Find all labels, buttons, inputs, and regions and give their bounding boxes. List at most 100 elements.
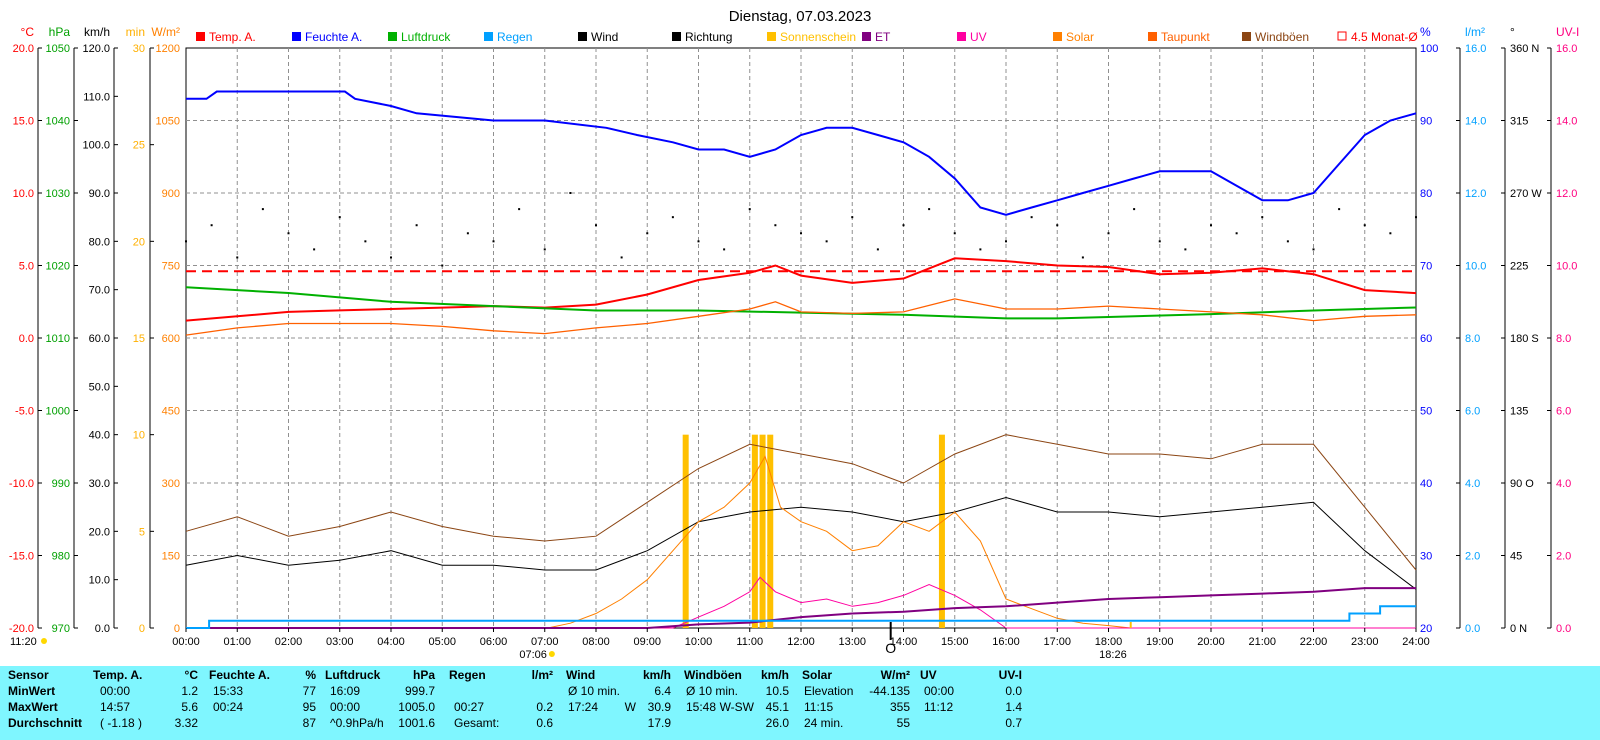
- uvi-axis-unit: UV-I: [1556, 25, 1579, 39]
- stats-header-wind: Wind: [566, 668, 596, 682]
- direction-point: [1005, 240, 1007, 243]
- stats-value: 0.7: [1005, 716, 1022, 730]
- stats-value: 999.7: [404, 684, 435, 698]
- direction-tick-label: 135: [1510, 406, 1528, 418]
- pressure-tick-label: 1030: [46, 188, 70, 200]
- uvi-tick-label: 14.0: [1556, 116, 1577, 128]
- direction-tick-label: 360 N: [1510, 43, 1539, 55]
- direction-point: [261, 208, 264, 211]
- stats-header-unit: l/m²: [531, 668, 553, 682]
- temp-tick-label: 20.0: [13, 43, 34, 55]
- direction-point: [415, 224, 418, 227]
- uvi-tick-label: 10.0: [1556, 261, 1577, 273]
- sunmin-tick-label: 15: [133, 333, 145, 345]
- solar-tick-label: 750: [162, 261, 180, 273]
- stats-value: 55: [896, 716, 910, 730]
- temp-tick-label: 15.0: [13, 116, 34, 128]
- direction-tick-label: 90 O: [1510, 478, 1534, 490]
- pressure-tick-label: 1010: [46, 333, 70, 345]
- uvi-tick-label: 2.0: [1556, 551, 1571, 563]
- legend-swatch: [957, 32, 966, 41]
- direction-point: [671, 216, 674, 219]
- sunmin-axis-unit: min: [126, 25, 145, 39]
- series-line-uv: [186, 576, 1416, 629]
- stats-header-sensor: Sensor: [8, 668, 49, 682]
- solar-tick-label: 150: [162, 551, 180, 563]
- direction-point: [236, 256, 239, 259]
- legend-swatch: [484, 32, 493, 41]
- x-tick-label: 05:00: [428, 636, 456, 648]
- direction-point: [620, 256, 623, 259]
- solar-tick-label: 1050: [156, 116, 180, 128]
- sunmin-tick-label: 5: [139, 526, 145, 538]
- solar-tick-label: 900: [162, 188, 180, 200]
- pressure-tick-label: 1040: [46, 116, 70, 128]
- rain-tick-label: 8.0: [1465, 333, 1480, 345]
- stats-header-rain: Regen: [449, 668, 486, 682]
- x-tick-label: 16:00: [992, 636, 1020, 648]
- stats-value: 77: [302, 684, 316, 698]
- uvi-tick-label: 12.0: [1556, 188, 1577, 200]
- legend-label: Sonnenschein: [780, 30, 856, 44]
- stats-value: 1001.6: [398, 716, 435, 730]
- stats-value: 00:00: [100, 684, 131, 698]
- series-line-wind: [185, 496, 1417, 590]
- uvi-tick-label: 0.0: [1556, 623, 1571, 635]
- legend-label: 4.5 Monat-Ø: [1351, 30, 1418, 44]
- legend-label: Taupunkt: [1161, 30, 1210, 44]
- rain-tick-label: 10.0: [1465, 261, 1486, 273]
- direction-tick-label: 45: [1510, 551, 1522, 563]
- stats-value: 95: [302, 700, 316, 714]
- direction-point: [1184, 248, 1187, 251]
- humidity-tick-label: 20: [1420, 623, 1432, 635]
- x-tick-label: 18:00: [1095, 636, 1123, 648]
- direction-point: [1133, 208, 1136, 211]
- rain-tick-label: 12.0: [1465, 188, 1486, 200]
- legend-swatch: [672, 32, 681, 41]
- direction-point: [466, 232, 469, 235]
- humidity-tick-label: 80: [1420, 188, 1432, 200]
- direction-point: [1261, 216, 1264, 219]
- wind-tick-label: 110.0: [83, 91, 110, 103]
- stats-value: ( -1.18 ): [100, 716, 143, 730]
- series-line-feuchte-a-: [186, 90, 1417, 216]
- x-tick-label: 13:00: [838, 636, 866, 648]
- stats-value: Elevation: [804, 684, 854, 698]
- stats-value: Ø 10 min.: [568, 684, 621, 698]
- x-tick-label: 10:00: [685, 636, 713, 648]
- direction-tick-label: 315: [1510, 116, 1528, 128]
- stats-value: 15:33: [213, 684, 244, 698]
- series-line-regen: [186, 605, 1416, 629]
- stats-row-label: Durchschnitt: [8, 716, 83, 730]
- stats-value: 5.6: [181, 700, 198, 714]
- stats-value: 11:12: [924, 700, 954, 714]
- wind-tick-label: 10.0: [89, 575, 110, 587]
- sun-icon: [41, 638, 47, 644]
- stats-header-uv: UV: [920, 668, 937, 682]
- humidity-tick-label: 70: [1420, 261, 1432, 273]
- temp-tick-label: -10.0: [9, 478, 34, 490]
- x-tick-label: 02:00: [275, 636, 303, 648]
- x-tick-label: 12:00: [787, 636, 815, 648]
- direction-point: [953, 232, 956, 235]
- x-tick-label: 15:00: [941, 636, 969, 648]
- sunshine-bar: [751, 434, 758, 628]
- sunshine-bar: [767, 434, 774, 628]
- x-tick-label: 04:00: [377, 636, 405, 648]
- rain-tick-label: 14.0: [1465, 116, 1486, 128]
- direction-point: [441, 264, 444, 267]
- legend-swatch: [862, 32, 871, 41]
- series-line-taupunkt: [185, 298, 1417, 336]
- stats-value: -44.135: [869, 684, 910, 698]
- sunmin-tick-label: 30: [133, 43, 145, 55]
- legend-swatch: [388, 32, 397, 41]
- direction-point: [210, 224, 213, 227]
- temp-tick-label: -20.0: [9, 623, 34, 635]
- stats-row-label: MinWert: [8, 684, 56, 698]
- stats-value: 14:57: [100, 700, 131, 714]
- x-tick-label: 01:00: [223, 636, 251, 648]
- stats-value: ^0.9hPa/h: [330, 716, 384, 730]
- x-tick-label: 23:00: [1351, 636, 1379, 648]
- direction-point: [1081, 256, 1084, 259]
